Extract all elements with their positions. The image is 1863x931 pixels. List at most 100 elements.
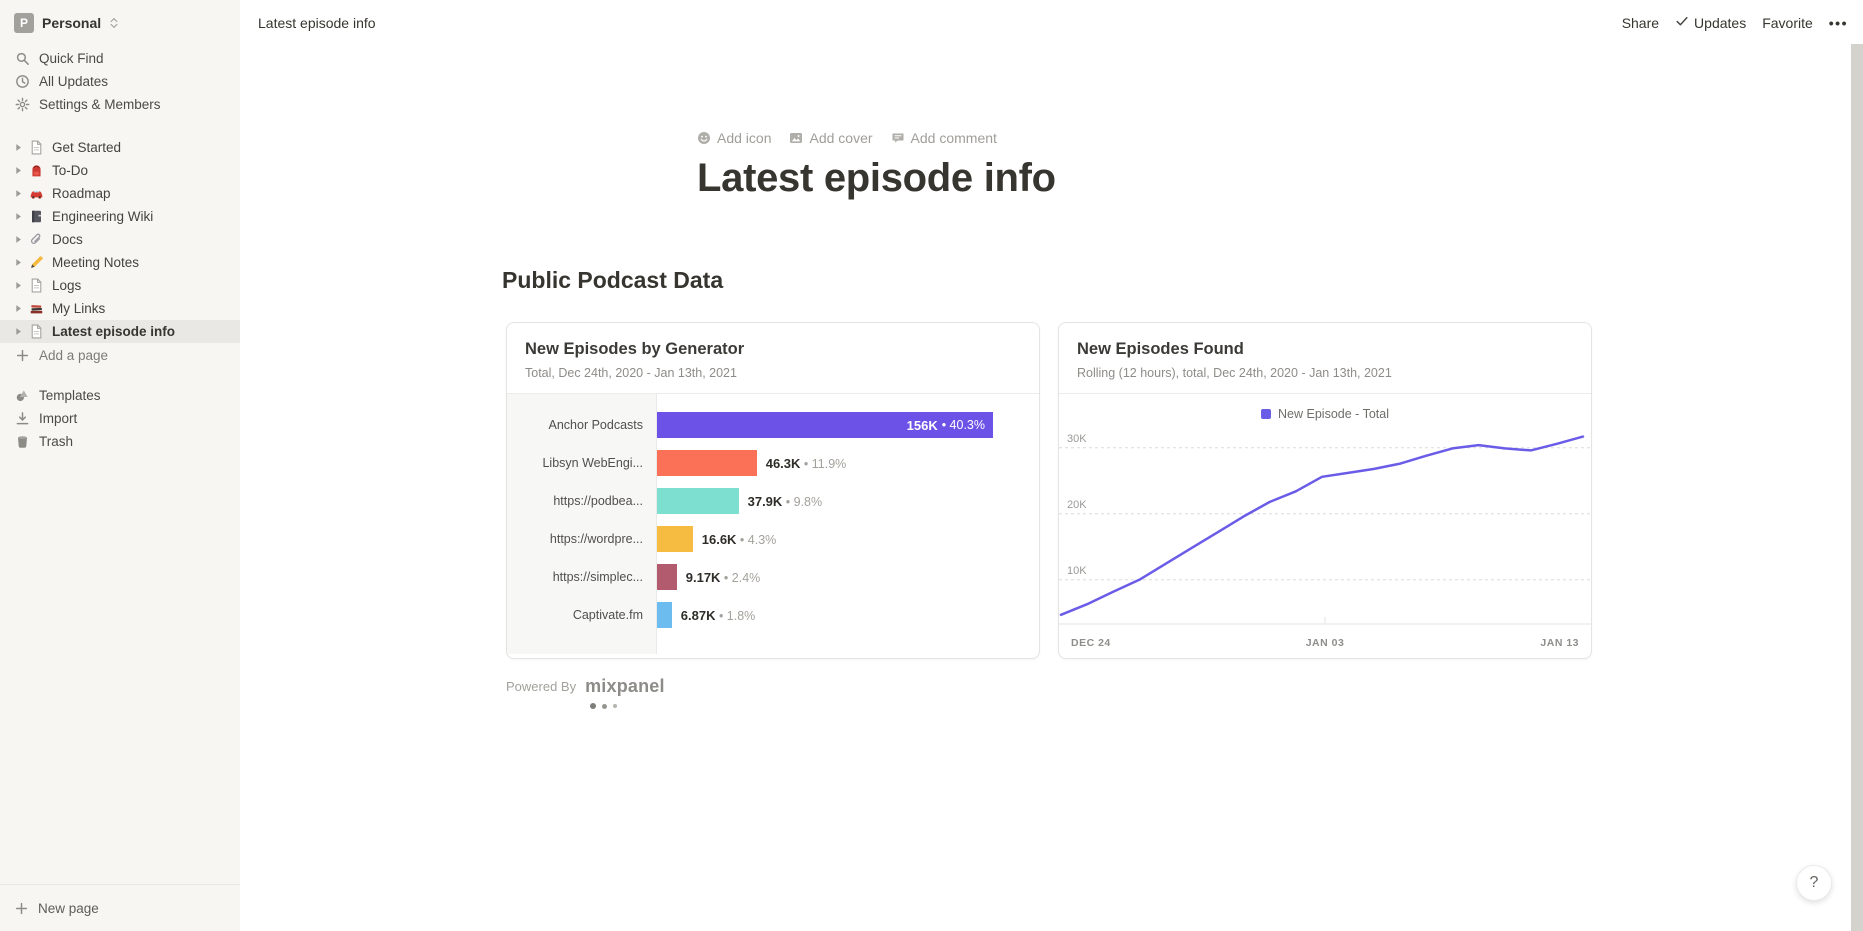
bar-track: 9.17K • 2.4% [657, 564, 1039, 590]
page-body: Public Podcast Data New Episodes by Gene… [502, 267, 1602, 709]
sidebar-page-engineering-wiki[interactable]: Engineering Wiki [0, 205, 240, 228]
sidebar-page-meeting-notes[interactable]: Meeting Notes [0, 251, 240, 274]
new-page-label: New page [38, 900, 99, 916]
carousel-dot[interactable] [613, 704, 617, 708]
bar-row: Anchor Podcasts 156K • 40.3% [507, 406, 1039, 444]
plus-icon [14, 348, 30, 363]
carousel-dot[interactable] [602, 703, 607, 709]
page-header: Add icon Add cover Add comment Latest ep… [697, 130, 1457, 201]
toggle-icon[interactable] [10, 212, 26, 221]
page-label: Engineering Wiki [52, 209, 154, 224]
page-label: Meeting Notes [52, 255, 140, 270]
add-comment-button[interactable]: Add comment [891, 130, 997, 146]
page-header-actions: Add icon Add cover Add comment [697, 130, 1457, 146]
line-chart-legend: New Episode - Total [1059, 405, 1591, 423]
sidebar-item-templates[interactable]: Templates [0, 384, 240, 407]
new-page-button[interactable]: New page [0, 884, 240, 931]
bar-value-label: 6.87K • 1.8% [680, 607, 756, 623]
bar-chart-plot: Anchor Podcasts 156K • 40.3% Libsyn WebEng… [507, 394, 1039, 654]
sidebar-page-get-started[interactable]: Get Started [0, 136, 240, 159]
page-label: Get Started [52, 140, 122, 155]
sidebar-page-latest-episode-info[interactable]: Latest episode info [0, 320, 240, 343]
page-label: My Links [52, 301, 106, 316]
bar [657, 488, 739, 514]
page-label: Docs [52, 232, 83, 247]
sidebar-page-roadmap[interactable]: Roadmap [0, 182, 240, 205]
search-icon [14, 51, 30, 66]
bar [657, 526, 693, 552]
comment-icon [891, 131, 905, 145]
page-label: To-Do [52, 163, 89, 178]
bar-category-label: https://wordpre... [549, 532, 643, 546]
page-label: Latest episode info [52, 324, 176, 339]
bar-chart-title: New Episodes by Generator [525, 340, 745, 358]
share-label: Share [1621, 14, 1660, 31]
bar-value-label: 16.6K • 4.3% [701, 531, 777, 547]
page-title[interactable]: Latest episode info [697, 156, 1056, 200]
toggle-icon[interactable] [10, 235, 26, 244]
page-icon [26, 324, 46, 339]
sidebar-item-trash[interactable]: Trash [0, 430, 240, 453]
toggle-icon[interactable] [10, 304, 26, 313]
checkmark-icon [1675, 14, 1689, 31]
updates-button[interactable]: Updates [1675, 14, 1746, 31]
carousel-dot-active[interactable] [590, 703, 596, 709]
sidebar-item-quick-find[interactable]: Quick Find [0, 47, 240, 70]
sidebar-item-settings-members[interactable]: Settings & Members [0, 93, 240, 116]
svg-text:DEC 24: DEC 24 [1071, 637, 1111, 649]
sidebar-page-docs[interactable]: Docs [0, 228, 240, 251]
bar-track: 16.6K • 4.3% [657, 526, 1039, 552]
sidebar-item-import[interactable]: Import [0, 407, 240, 430]
sidebar-page-to-do[interactable]: To-Do [0, 159, 240, 182]
bar-row: https://simplec... 9.17K • 2.4% [507, 558, 1039, 596]
section-heading[interactable]: Public Podcast Data [502, 267, 724, 293]
line-chart-card: New Episodes Found Rolling (12 hours), t… [1058, 322, 1592, 659]
toggle-icon[interactable] [10, 143, 26, 152]
line-chart-plot: 10K 20K 30K DEC 24 JAN 03 JAN 13 [1059, 426, 1591, 658]
pencil-icon [26, 255, 46, 270]
bar-chart-card: New Episodes by Generator Total, Dec 24t… [506, 322, 1040, 659]
backpack-icon [26, 163, 46, 178]
sidebar-item-label: Settings & Members [39, 97, 161, 112]
sidebar-item-label: All Updates [39, 74, 109, 89]
sidebar-item-all-updates[interactable]: All Updates [0, 70, 240, 93]
sidebar-top-nav: Quick Find All Updates Settings & Members [0, 47, 240, 116]
bar-track: 156K • 40.3% [657, 412, 1039, 438]
sidebar-item-label: Trash [39, 434, 74, 449]
add-icon-button[interactable]: Add icon [697, 130, 771, 146]
sidebar-page-my-links[interactable]: My Links [0, 297, 240, 320]
toggle-icon[interactable] [10, 189, 26, 198]
breadcrumb[interactable]: Latest episode info [258, 14, 376, 31]
bar [657, 564, 677, 590]
svg-text:30K: 30K [1067, 433, 1087, 445]
bar-track: 6.87K • 1.8% [657, 602, 1039, 628]
bar-value-label: 156K • 40.3% [906, 417, 985, 433]
toggle-icon[interactable] [10, 327, 26, 336]
bar-category-label: Captivate.fm [572, 608, 643, 622]
toggle-icon[interactable] [10, 281, 26, 290]
bar-category-label: https://podbea... [553, 494, 643, 508]
powered-by-label: Powered By [506, 679, 577, 694]
paperclip-icon [26, 232, 46, 247]
mixpanel-logo[interactable]: mixpanel [585, 676, 665, 696]
line-chart-title: New Episodes Found [1077, 340, 1244, 358]
share-button[interactable]: Share [1622, 15, 1659, 31]
add-cover-button[interactable]: Add cover [789, 130, 873, 146]
vertical-scrollbar[interactable] [1851, 44, 1863, 931]
toggle-icon[interactable] [10, 166, 26, 175]
page-label: Roadmap [52, 186, 111, 201]
more-options-button[interactable]: ••• [1828, 14, 1848, 31]
add-page-button[interactable]: Add a page [0, 344, 240, 367]
help-button[interactable]: ? [1796, 865, 1832, 901]
toggle-icon[interactable] [10, 258, 26, 267]
bar-row: https://wordpre... 16.6K • 4.3% [507, 520, 1039, 558]
templates-icon [14, 388, 30, 403]
add-cover-label: Add cover [809, 130, 873, 146]
workspace-switcher[interactable]: P Personal [0, 0, 240, 45]
gear-icon [14, 97, 30, 112]
carousel-dots [590, 703, 1602, 709]
workspace-name: Personal [42, 14, 102, 31]
favorite-button[interactable]: Favorite [1762, 15, 1813, 31]
sidebar-page-logs[interactable]: Logs [0, 274, 240, 297]
